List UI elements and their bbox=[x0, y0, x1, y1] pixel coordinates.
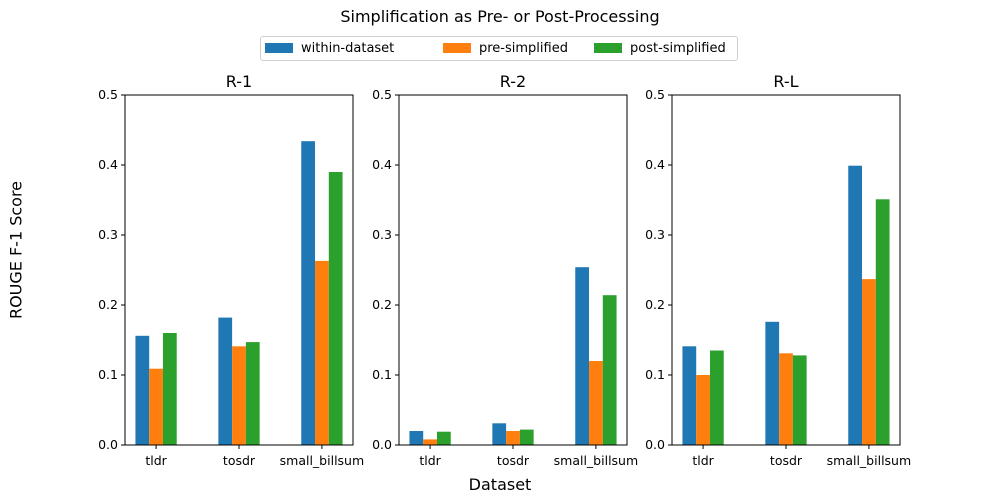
bar-r-l-within-dataset-small_billsum bbox=[848, 165, 863, 445]
bar-r-2-pre-simplified-tosdr bbox=[506, 431, 520, 445]
bar-r-2-within-dataset-tosdr bbox=[492, 423, 507, 445]
legend: within-dataset pre-simplified post-simpl… bbox=[260, 36, 738, 61]
subplot-title: R-L bbox=[773, 72, 798, 91]
bar-r-l-within-dataset-tosdr bbox=[765, 321, 780, 445]
x-tick-label: tldr bbox=[692, 453, 714, 468]
x-tick-label: small_billsum bbox=[280, 453, 365, 468]
y-tick-label: 0.5 bbox=[98, 87, 118, 102]
y-tick-label: 0.5 bbox=[372, 87, 392, 102]
y-tick-label: 0.1 bbox=[645, 367, 665, 382]
bar-r-1-pre-simplified-tldr bbox=[149, 368, 163, 445]
bar-r-2-within-dataset-small_billsum bbox=[575, 267, 590, 445]
bar-r-2-post-simplified-small_billsum bbox=[602, 295, 617, 445]
legend-swatch bbox=[443, 43, 471, 53]
y-tick-label: 0.0 bbox=[98, 437, 118, 452]
bar-r-1-post-simplified-tldr bbox=[162, 333, 177, 445]
y-tick-label: 0.4 bbox=[372, 157, 392, 172]
y-tick-label: 0.3 bbox=[372, 227, 392, 242]
x-tick-label: tldr bbox=[419, 453, 441, 468]
bar-r-l-pre-simplified-tldr bbox=[696, 375, 710, 445]
y-tick-label: 0.4 bbox=[645, 157, 665, 172]
x-tick-label: tosdr bbox=[497, 453, 530, 468]
x-tick-label: tosdr bbox=[770, 453, 803, 468]
x-tick-label: tosdr bbox=[223, 453, 256, 468]
legend-label: within-dataset bbox=[301, 41, 395, 56]
y-tick-label: 0.0 bbox=[645, 437, 665, 452]
bar-r-1-within-dataset-tldr bbox=[135, 335, 150, 445]
bar-r-1-within-dataset-small_billsum bbox=[301, 141, 316, 445]
legend-item-post-simplified: post-simplified bbox=[594, 41, 726, 57]
y-tick-label: 0.1 bbox=[372, 367, 392, 382]
subplot-title: R-1 bbox=[226, 72, 252, 91]
legend-item-within-dataset: within-dataset bbox=[265, 41, 394, 57]
y-tick-label: 0.1 bbox=[98, 367, 118, 382]
figure-title: Simplification as Pre- or Post-Processin… bbox=[340, 7, 660, 26]
bar-r-1-post-simplified-small_billsum bbox=[328, 172, 343, 445]
legend-swatch bbox=[594, 43, 622, 53]
bar-r-l-pre-simplified-tosdr bbox=[779, 353, 793, 445]
bar-r-1-post-simplified-tosdr bbox=[245, 342, 260, 445]
bar-r-2-post-simplified-tldr bbox=[436, 431, 451, 445]
x-tick-label: small_billsum bbox=[827, 453, 912, 468]
bar-r-1-pre-simplified-tosdr bbox=[232, 346, 246, 445]
legend-label: pre-simplified bbox=[479, 41, 568, 56]
bar-r-1-pre-simplified-small_billsum bbox=[315, 260, 329, 445]
y-tick-label: 0.0 bbox=[372, 437, 392, 452]
bar-r-l-within-dataset-tldr bbox=[682, 346, 697, 445]
y-tick-label: 0.2 bbox=[645, 297, 665, 312]
y-tick-label: 0.2 bbox=[372, 297, 392, 312]
x-tick-label: small_billsum bbox=[554, 453, 639, 468]
subplot-title: R-2 bbox=[500, 72, 526, 91]
y-tick-label: 0.2 bbox=[98, 297, 118, 312]
y-tick-label: 0.5 bbox=[645, 87, 665, 102]
bar-r-l-post-simplified-small_billsum bbox=[875, 199, 890, 445]
y-tick-label: 0.3 bbox=[98, 227, 118, 242]
legend-item-pre-simplified: pre-simplified bbox=[443, 41, 568, 57]
legend-label: post-simplified bbox=[630, 41, 726, 56]
legend-swatch bbox=[265, 43, 293, 53]
bar-r-2-pre-simplified-tldr bbox=[423, 439, 437, 445]
bar-r-l-pre-simplified-small_billsum bbox=[862, 279, 876, 445]
bar-r-1-within-dataset-tosdr bbox=[218, 317, 233, 445]
bar-r-l-post-simplified-tldr bbox=[709, 350, 724, 445]
y-tick-label: 0.3 bbox=[645, 227, 665, 242]
x-tick-label: tldr bbox=[145, 453, 167, 468]
bar-r-2-post-simplified-tosdr bbox=[519, 429, 534, 445]
y-tick-label: 0.4 bbox=[98, 157, 118, 172]
bar-r-2-pre-simplified-small_billsum bbox=[589, 361, 603, 445]
x-axis-label: Dataset bbox=[468, 475, 532, 494]
bar-r-l-post-simplified-tosdr bbox=[792, 355, 807, 445]
bar-r-2-within-dataset-tldr bbox=[409, 431, 424, 445]
